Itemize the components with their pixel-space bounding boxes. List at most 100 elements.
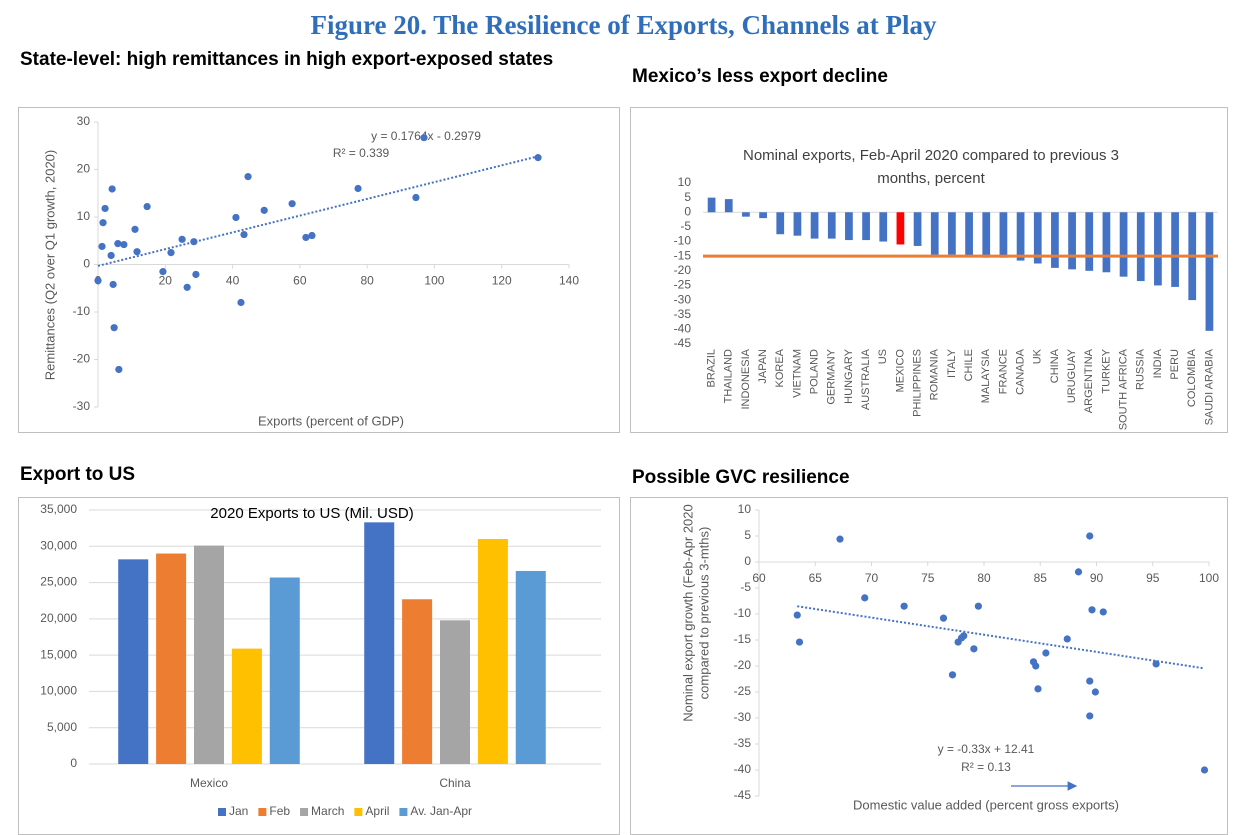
x-tick-label: KOREA (774, 348, 786, 387)
y-tick-label: 10,000 (40, 684, 77, 698)
x-tick-label: GERMANY (826, 348, 838, 404)
x-tick-label: MEXICO (894, 349, 906, 393)
x-tick-label: VIETNAM (791, 349, 803, 398)
y-tick-label: 0 (83, 257, 90, 271)
point (192, 270, 200, 279)
x-tick-label: 140 (559, 274, 579, 288)
chart-title: Nominal exports, Feb-April 2020 compared… (742, 147, 1120, 187)
point (244, 173, 252, 181)
point (1074, 568, 1083, 576)
point (861, 594, 869, 602)
point (939, 614, 948, 622)
point (183, 283, 191, 291)
bar (477, 539, 508, 764)
trend-r2: R² = 0.13 (961, 760, 1011, 774)
x-tick-label: 75 (921, 571, 935, 585)
x-tick-label: BRAZIL (705, 349, 717, 388)
y-tick-label: -20 (674, 263, 692, 277)
x-tick-label: 100 (1199, 571, 1219, 585)
y-tick-label: 0 (70, 756, 77, 770)
bar (862, 212, 870, 241)
legend-label: March (311, 804, 344, 818)
bar (948, 212, 956, 255)
point (143, 202, 151, 211)
point (1086, 677, 1094, 685)
bar (1119, 212, 1128, 277)
chart: -30-20-100102030020406080100120140y = 0.… (42, 114, 579, 428)
point (101, 204, 109, 213)
point (900, 602, 908, 610)
y-axis-label: Remittances (Q2 over Q1 growth, 2020) (42, 150, 57, 381)
bar (930, 212, 939, 255)
y-tick-label: 5 (684, 190, 691, 204)
trendline (97, 155, 539, 267)
bar (827, 212, 836, 239)
bar (193, 545, 225, 764)
x-tick-label: PERU (1169, 349, 1181, 380)
x-tick-label: ITALY (946, 348, 958, 378)
y-tick-label: -40 (734, 762, 752, 776)
x-tick-label: 80 (360, 274, 374, 288)
legend-label: Jan (229, 804, 248, 818)
y-tick-label: -45 (734, 788, 752, 802)
bar (982, 212, 991, 258)
y-tick-label: 10 (738, 502, 752, 516)
point (1200, 766, 1209, 774)
x-tick-label: China (439, 776, 471, 790)
y-tick-label: 10 (678, 175, 692, 189)
point (1034, 685, 1042, 693)
bar (879, 212, 888, 242)
y-tick-label: 20,000 (40, 611, 77, 625)
x-tick-label: THAILAND (723, 349, 735, 403)
bar (1085, 212, 1094, 271)
point (308, 231, 316, 240)
bar (759, 212, 767, 219)
x-tick-label: TURKEY (1100, 348, 1112, 393)
y-tick-label: -35 (734, 736, 752, 750)
y-tick-label: 30 (77, 114, 91, 128)
y-tick-label: -10 (674, 234, 692, 248)
bar (776, 212, 785, 235)
legend-swatch (258, 808, 267, 816)
x-tick-label: 60 (752, 571, 766, 585)
chart: 10 5 0 -5 -10 -15 -20 -25 -30 -35 -40 -45 60 65 70 75 80… (680, 502, 1219, 812)
x-tick-label: CHILE (963, 349, 975, 381)
point (354, 184, 362, 193)
bar (118, 559, 149, 764)
y-tick-label: -45 (674, 336, 692, 350)
point (1088, 606, 1096, 614)
x-tick-label: ROMANIA (929, 348, 941, 400)
point (960, 632, 968, 640)
x-tick-label: US (877, 349, 889, 364)
bar (793, 212, 802, 236)
x-tick-label: CHINA (1049, 348, 1061, 383)
point (1042, 649, 1050, 657)
chart: 0 5,000 10,000 15,000 20,000 25,000 30,000 35,0… (40, 502, 601, 818)
bar (845, 212, 853, 241)
x-tick-label: 85 (1034, 571, 1048, 585)
x-tick-label: 80 (977, 571, 991, 585)
bar (742, 212, 750, 217)
chart-title: 2020 Exports to US (Mil. USD) (210, 505, 414, 522)
legend-swatch (218, 808, 226, 816)
point (412, 193, 420, 202)
x-tick-label: JAPAN (757, 349, 769, 384)
y-tick-label: 35,000 (40, 502, 77, 516)
x-tick-label: AUSTRALIA (860, 348, 872, 410)
bar (1205, 212, 1214, 331)
x-tick-label: SOUTH AFRICA (1117, 348, 1129, 430)
y-tick-label: -5 (680, 219, 691, 233)
bar (1102, 212, 1111, 273)
bar (402, 599, 433, 764)
bar (439, 620, 471, 764)
point (167, 249, 175, 257)
y-tick-label: 25,000 (40, 575, 77, 589)
x-tick-label: 90 (1090, 571, 1104, 585)
y-tick-label: -25 (674, 278, 692, 292)
bar (156, 553, 187, 764)
x-tick-label: 100 (424, 274, 444, 288)
y-tick-label: -20 (734, 658, 752, 672)
x-tick-label: RUSSIA (1135, 348, 1147, 390)
